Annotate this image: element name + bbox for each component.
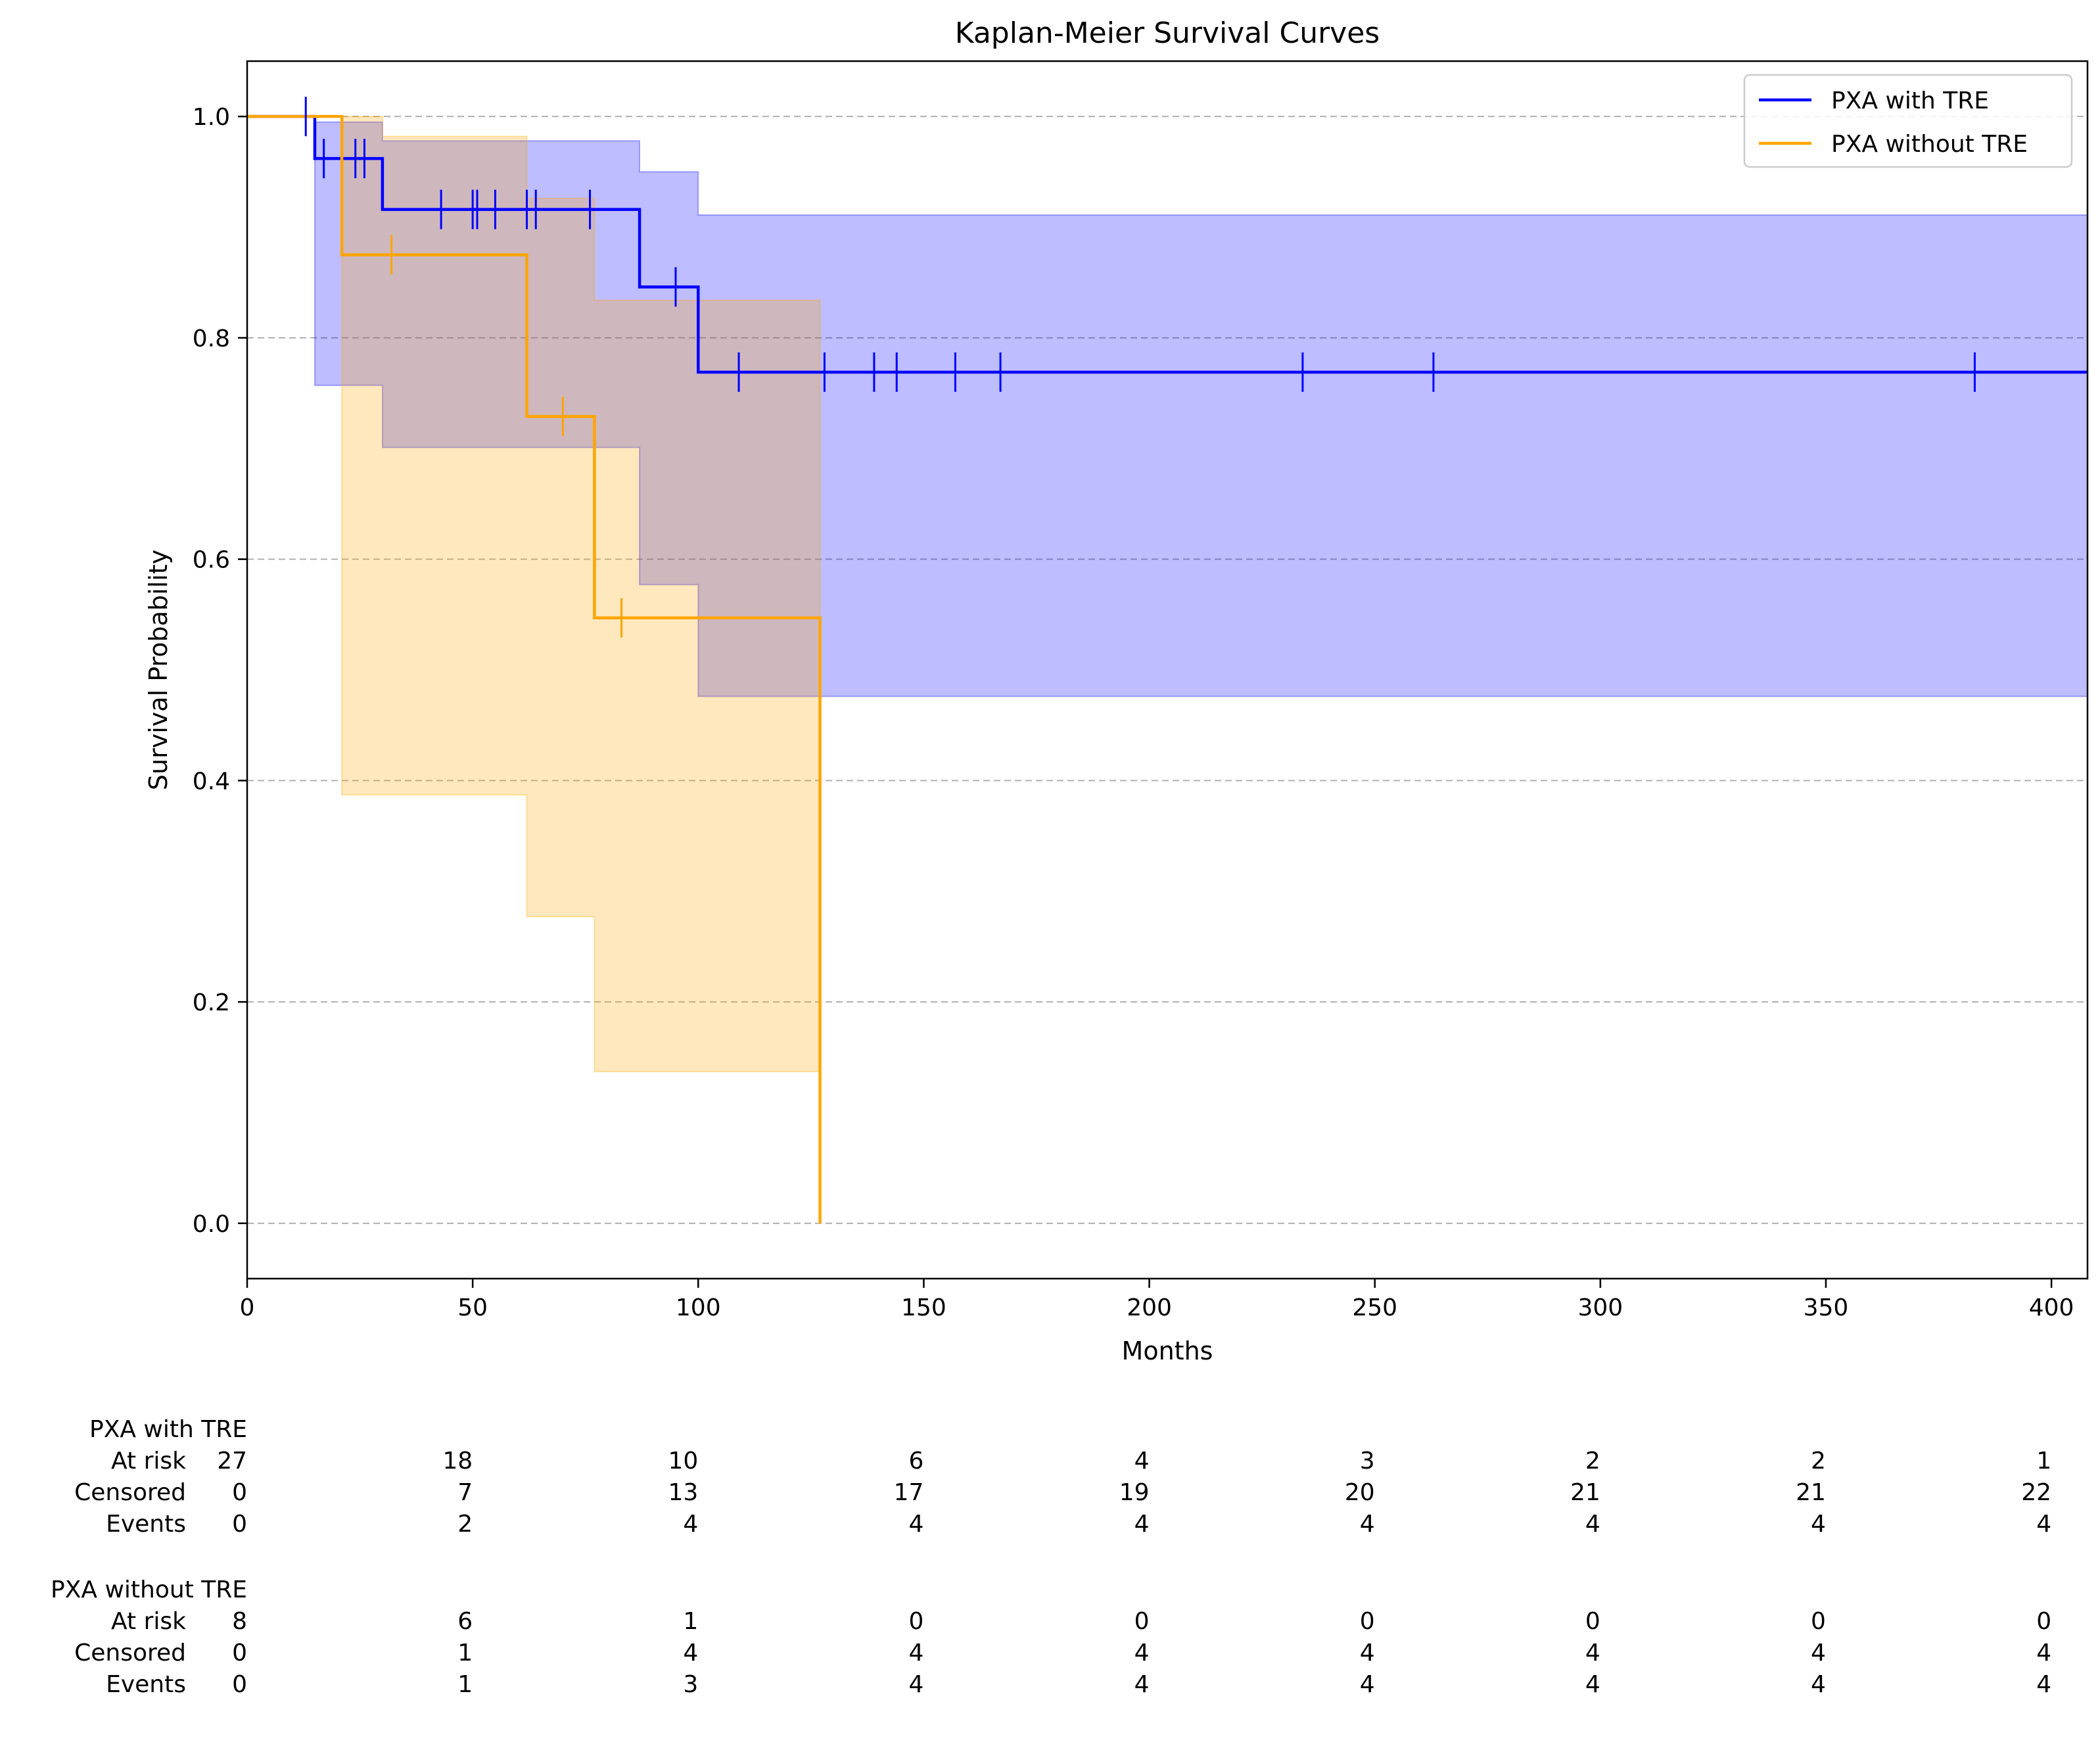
y-tick-label-0.0: 0.0	[193, 1211, 230, 1238]
risk-table-cell-1-censored-250: 20	[1345, 1479, 1375, 1506]
risk-table-cell-2-events-250: 4	[1360, 1671, 1375, 1698]
risk-table-cell-1-at_risk-100: 10	[668, 1448, 698, 1475]
x-tick-label-200: 200	[1127, 1294, 1172, 1321]
risk-table-cell-2-at_risk-0: 8	[232, 1608, 247, 1635]
risk-table-cell-1-events-350: 4	[1811, 1511, 1826, 1538]
risk-table-cell-2-censored-0: 0	[232, 1640, 247, 1666]
y-tick-label-0.6: 0.6	[193, 547, 230, 574]
legend-label-series-1: PXA with TRE	[1831, 87, 1989, 114]
risk-table-cell-1-at_risk-0: 27	[217, 1448, 247, 1475]
risk-table-cell-2-censored-350: 4	[1811, 1640, 1826, 1666]
risk-table-cell-2-events-350: 4	[1811, 1671, 1826, 1698]
chart-title: Kaplan-Meier Survival Curves	[955, 16, 1380, 50]
risk-table-cell-2-at_risk-150: 0	[909, 1608, 924, 1635]
risk-table-cell-1-censored-400: 22	[2021, 1479, 2051, 1506]
risk-table-cell-1-at_risk-300: 2	[1585, 1448, 1600, 1475]
survival-curve-series-1	[247, 114, 2088, 374]
risk-table-cell-1-at_risk-200: 4	[1134, 1448, 1150, 1475]
risk-table-row-label-2-3: Events	[106, 1671, 186, 1698]
risk-table-cell-2-censored-100: 4	[683, 1640, 698, 1666]
risk-table-cell-2-events-300: 4	[1585, 1671, 1600, 1698]
confidence-band-series-2	[341, 116, 821, 1073]
risk-table-cell-2-events-150: 4	[909, 1671, 924, 1698]
risk-table-row-label-2-1: At risk	[111, 1608, 186, 1635]
survival-curve-series-2	[247, 114, 822, 1223]
y-axis-ticks: 0.0 0.2 0.4 0.6 0.8 1.0	[193, 104, 247, 1238]
risk-table-cell-2-events-400: 4	[2036, 1671, 2051, 1698]
risk-table-cell-1-events-0: 0	[232, 1511, 247, 1538]
risk-table-cell-1-censored-150: 17	[894, 1479, 924, 1506]
risk-table-row-label-1-1: At risk	[111, 1448, 186, 1475]
x-tick-label-0: 0	[240, 1294, 255, 1321]
y-tick-label-0.4: 0.4	[193, 768, 230, 795]
risk-table-cell-1-censored-0: 0	[232, 1479, 247, 1506]
y-tick-label-0.2: 0.2	[193, 989, 230, 1016]
risk-table-cell-2-at_risk-100: 1	[683, 1608, 698, 1635]
legend-label-series-2: PXA without TRE	[1831, 131, 2028, 158]
risk-table-cell-1-censored-350: 21	[1796, 1479, 1826, 1506]
risk-table-cell-1-at_risk-150: 6	[909, 1448, 924, 1475]
survival-curves	[247, 114, 2088, 1223]
risk-table-cell-2-at_risk-400: 0	[2036, 1608, 2051, 1635]
risk-table-row-label-2-2: Censored	[74, 1640, 186, 1666]
risk-table-cell-1-events-200: 4	[1134, 1511, 1150, 1538]
risk-table-cell-1-events-150: 4	[909, 1511, 924, 1538]
x-tick-label-150: 150	[901, 1294, 946, 1321]
risk-table-cell-2-at_risk-200: 0	[1134, 1608, 1150, 1635]
risk-table-cell-1-censored-50: 7	[457, 1479, 473, 1506]
risk-table-row-label-1-3: Events	[106, 1511, 186, 1538]
risk-table-cell-2-events-50: 1	[457, 1671, 473, 1698]
risk-table-cell-1-events-100: 4	[683, 1511, 698, 1538]
risk-table-cell-2-censored-150: 4	[909, 1640, 924, 1666]
x-tick-label-300: 300	[1577, 1294, 1623, 1321]
x-axis-label: Months	[1122, 1336, 1213, 1365]
confidence-bands	[314, 116, 2088, 1073]
plot-frame	[246, 60, 2089, 1280]
risk-table-cell-1-events-50: 2	[457, 1511, 473, 1538]
y-tick-label-1.0: 1.0	[193, 104, 230, 131]
risk-table-group-label-1: PXA with TRE	[89, 1416, 247, 1443]
risk-table-cell-1-events-250: 4	[1360, 1511, 1375, 1538]
risk-table-row-label-1-2: Censored	[74, 1479, 186, 1506]
grid-lines	[247, 116, 2088, 1224]
risk-table-cell-1-censored-300: 21	[1570, 1479, 1600, 1506]
x-axis-ticks: 0 50 100 150 200 250 300 350 400	[240, 1279, 2074, 1321]
risk-table-cell-2-censored-50: 1	[457, 1640, 473, 1666]
risk-table-cell-1-censored-200: 19	[1119, 1479, 1150, 1506]
risk-table-cell-1-at_risk-400: 1	[2036, 1448, 2051, 1475]
risk-table-cell-1-censored-100: 13	[668, 1479, 698, 1506]
risk-table-cell-1-at_risk-350: 2	[1811, 1448, 1826, 1475]
risk-table-cell-1-events-400: 4	[2036, 1511, 2051, 1538]
y-axis-label: Survival Probability	[144, 550, 173, 790]
risk-table-cell-2-at_risk-350: 0	[1811, 1608, 1826, 1635]
x-tick-label-250: 250	[1352, 1294, 1397, 1321]
risk-table-cell-2-censored-400: 4	[2036, 1640, 2051, 1666]
censor-marks	[304, 97, 1976, 638]
risk-table-cell-2-censored-250: 4	[1360, 1640, 1375, 1666]
risk-table-cell-1-at_risk-50: 18	[442, 1448, 473, 1475]
risk-table-cell-2-events-0: 0	[232, 1671, 247, 1698]
y-tick-label-0.8: 0.8	[193, 325, 230, 352]
x-tick-label-100: 100	[676, 1294, 721, 1321]
risk-table-cell-1-events-300: 4	[1585, 1511, 1600, 1538]
risk-table-cell-2-at_risk-50: 6	[457, 1608, 473, 1635]
risk-table-cell-2-events-100: 3	[683, 1671, 698, 1698]
risk-table-cell-1-at_risk-250: 3	[1360, 1448, 1375, 1475]
x-tick-label-350: 350	[1804, 1294, 1849, 1321]
x-tick-label-400: 400	[2029, 1294, 2074, 1321]
risk-table-group-label-2: PXA without TRE	[51, 1576, 247, 1603]
x-tick-label-50: 50	[457, 1294, 488, 1321]
risk-table-cell-2-events-200: 4	[1134, 1671, 1150, 1698]
legend-box	[1743, 74, 2073, 168]
risk-table-cell-2-censored-300: 4	[1585, 1640, 1600, 1666]
risk-table-cell-2-at_risk-300: 0	[1585, 1608, 1600, 1635]
legend: PXA with TRE PXA without TRE	[1743, 74, 2073, 168]
risk-table-cell-2-at_risk-250: 0	[1360, 1608, 1375, 1635]
risk-table-cell-2-censored-200: 4	[1134, 1640, 1150, 1666]
